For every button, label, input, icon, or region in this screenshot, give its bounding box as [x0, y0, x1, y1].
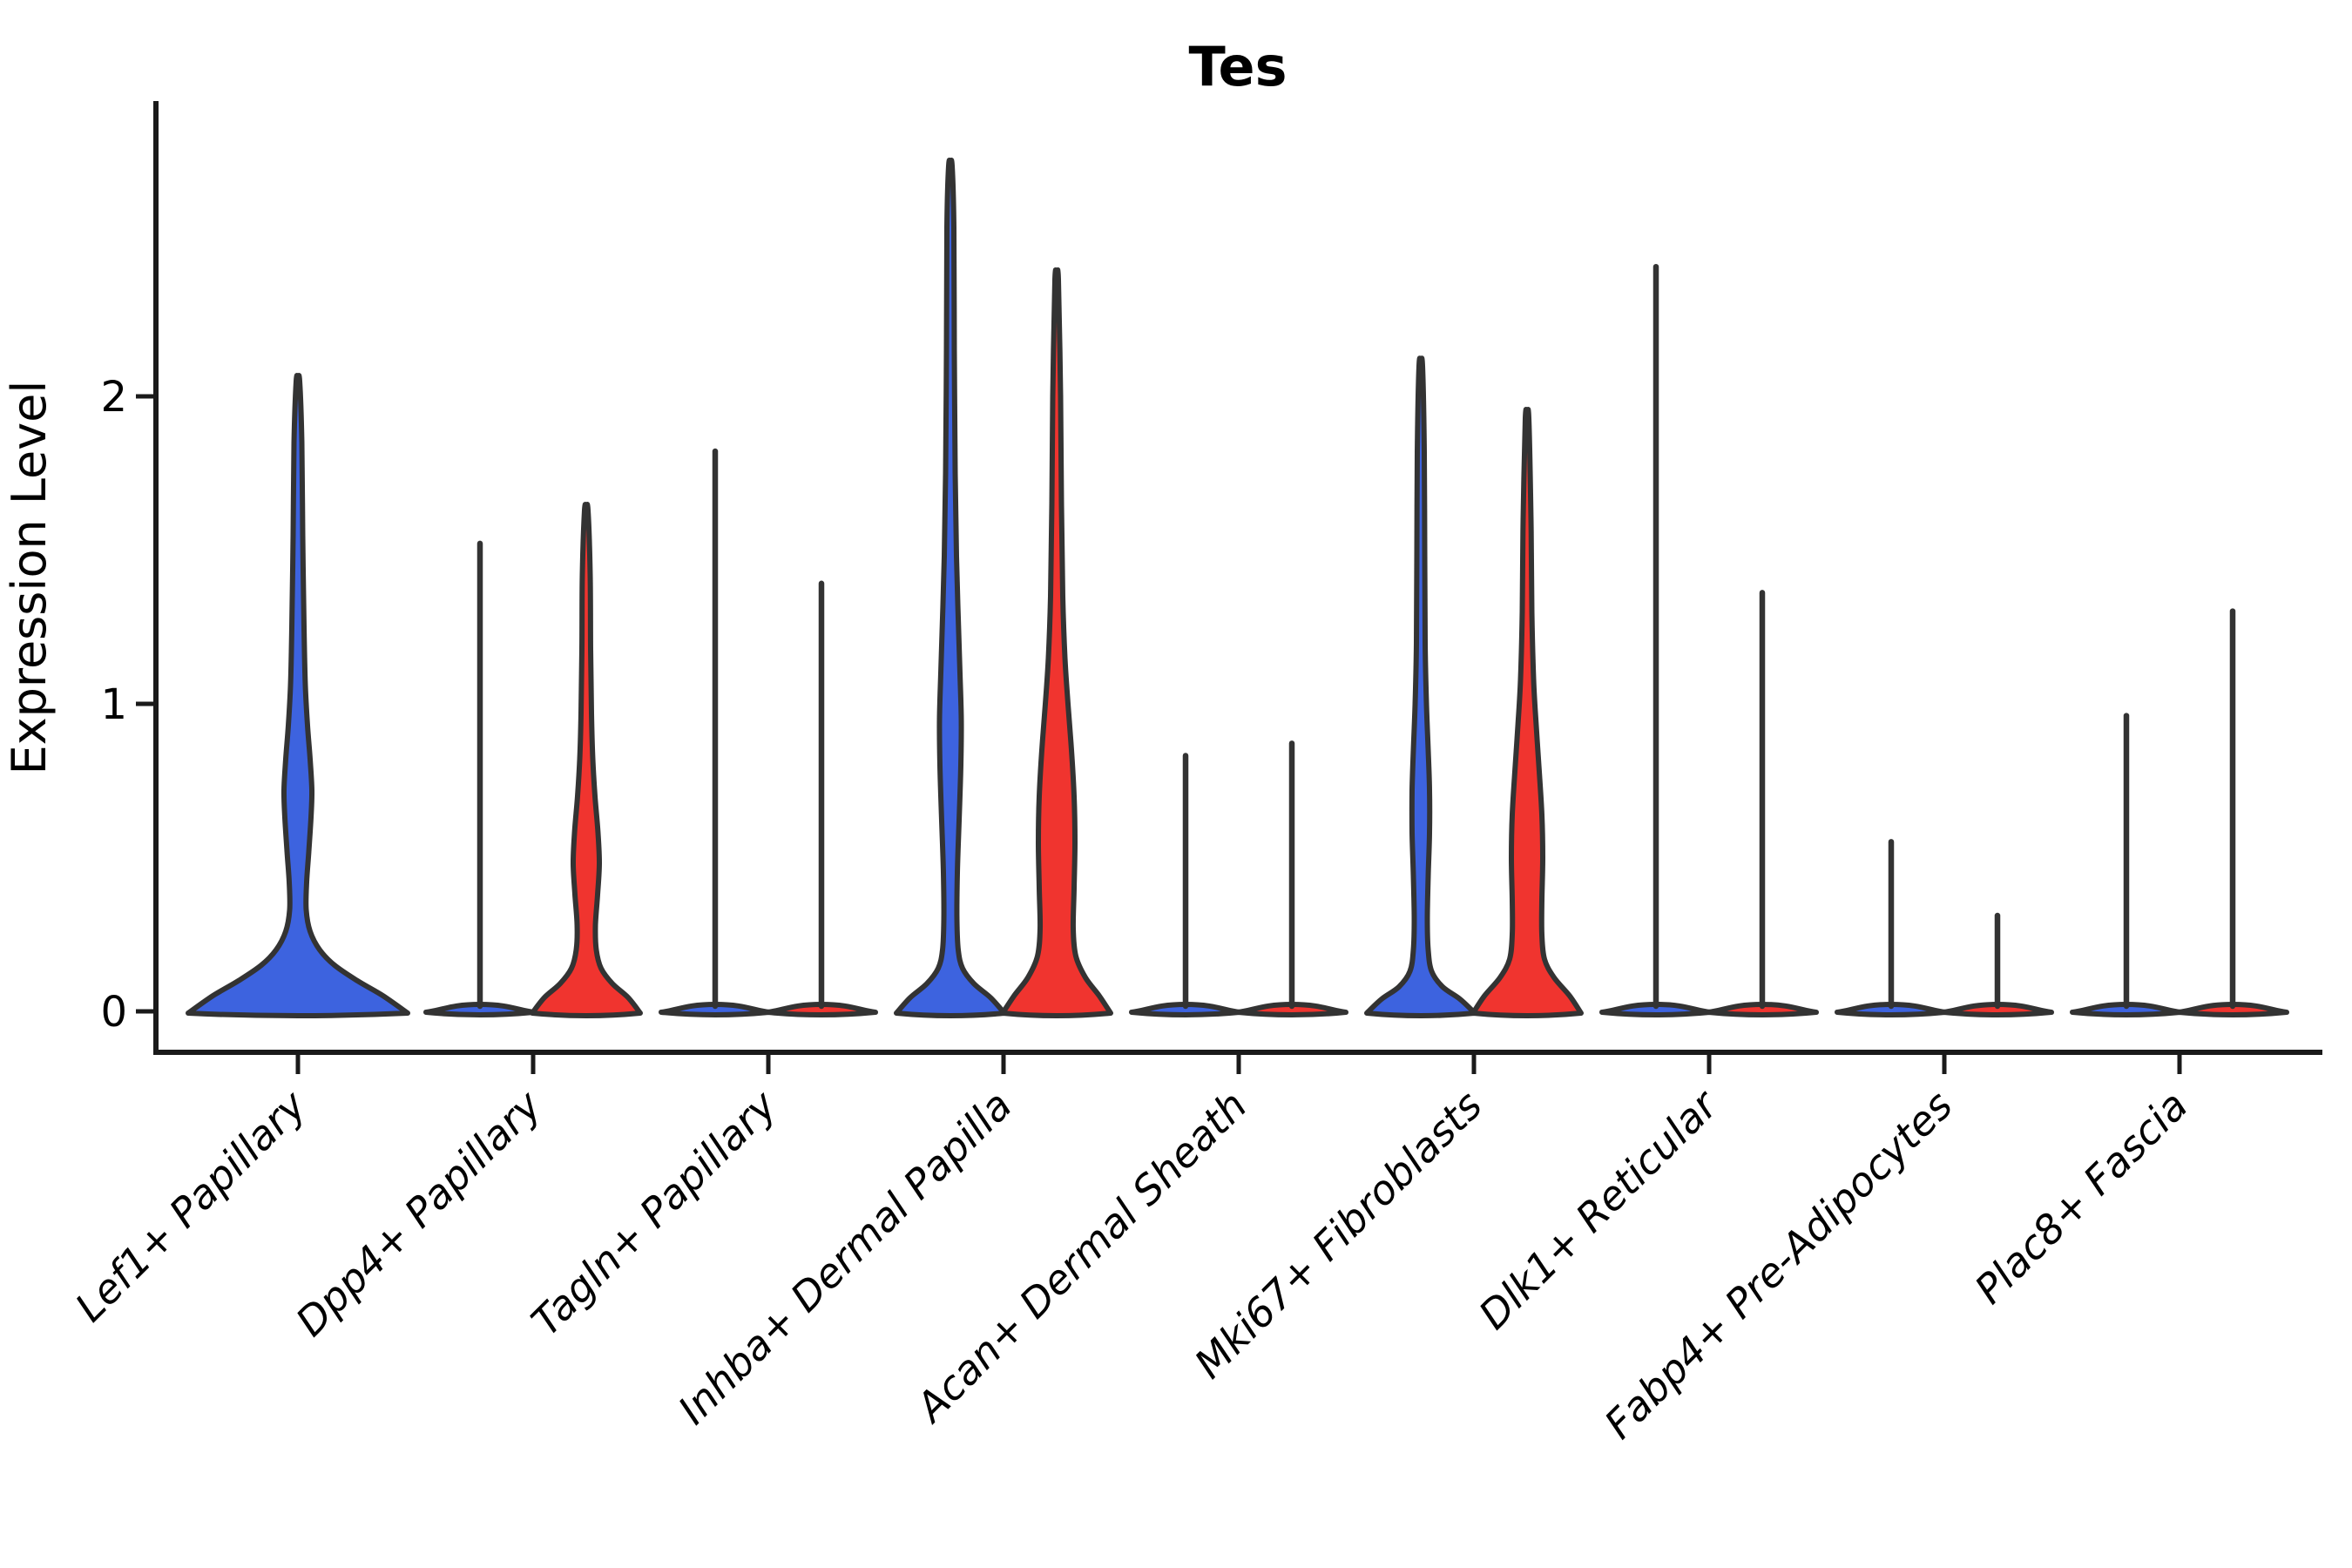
chart-title: Tes	[1188, 35, 1287, 98]
violin-shape	[186, 373, 410, 1018]
violin-shape	[530, 502, 643, 1018]
violin-base	[2176, 1002, 2289, 1017]
violins-layer	[186, 157, 2289, 1018]
violin-base	[1941, 1002, 2054, 1017]
violin-Fabp4+ Pre-Adipocytes-blue	[1835, 839, 1948, 1017]
x-tick-label-6: Dlk1+ Reticular	[1470, 1079, 1728, 1338]
violin-Lef1+ Papillary-blue	[186, 373, 410, 1018]
violin-Tagln+ Papillary-blue	[659, 448, 772, 1017]
x-tick-label-1: Dpp4+ Papillary	[287, 1081, 551, 1345]
x-tick-label-2: Tagln+ Papillary	[522, 1081, 786, 1345]
x-tick-label-8: Plac8+ Fascia	[1965, 1082, 2196, 1313]
violin-Fabp4+ Pre-Adipocytes-red	[1941, 912, 2054, 1017]
violin-Dpp4+ Papillary-blue	[423, 540, 537, 1017]
y-tick-label-0: 0	[100, 988, 127, 1037]
violin-base	[1235, 1002, 1348, 1017]
violin-shape	[1470, 407, 1584, 1018]
violin-base	[765, 1002, 878, 1017]
violin-Dpp4+ Papillary-red	[530, 502, 643, 1018]
violin-Plac8+ Fascia-blue	[2070, 713, 2183, 1017]
violin-Inhba+ Dermal Papilla-blue	[894, 157, 1007, 1018]
violin-shape	[1000, 267, 1113, 1018]
y-tick-label-2: 2	[100, 373, 127, 422]
violin-base	[2070, 1002, 2183, 1017]
violin-Inhba+ Dermal Papilla-red	[1000, 267, 1113, 1018]
violin-base	[1599, 1002, 1713, 1017]
y-axis-label: Expression Level	[2, 381, 57, 775]
violin-Plac8+ Fascia-red	[2176, 608, 2289, 1017]
violin-Dlk1+ Reticular-red	[1706, 590, 1819, 1017]
violin-base	[423, 1002, 537, 1017]
y-tick-label-1: 1	[100, 680, 127, 729]
violin-Acan+ Dermal Sheath-blue	[1129, 753, 1242, 1017]
violin-base	[659, 1002, 772, 1017]
violin-Tagln+ Papillary-red	[765, 580, 878, 1017]
violin-Dlk1+ Reticular-blue	[1599, 263, 1713, 1017]
violin-base	[1835, 1002, 1948, 1017]
x-tick-label-0: Lef1+ Papillary	[66, 1081, 315, 1330]
violin-Mki67+ Fibroblasts-blue	[1364, 355, 1477, 1018]
violin-base	[1129, 1002, 1242, 1017]
violin-shape	[1364, 355, 1477, 1018]
violin-shape	[894, 157, 1007, 1018]
axes-layer	[136, 101, 2322, 1074]
violin-base	[1706, 1002, 1819, 1017]
violin-Acan+ Dermal Sheath-red	[1235, 740, 1348, 1017]
violin-Mki67+ Fibroblasts-red	[1470, 407, 1584, 1018]
